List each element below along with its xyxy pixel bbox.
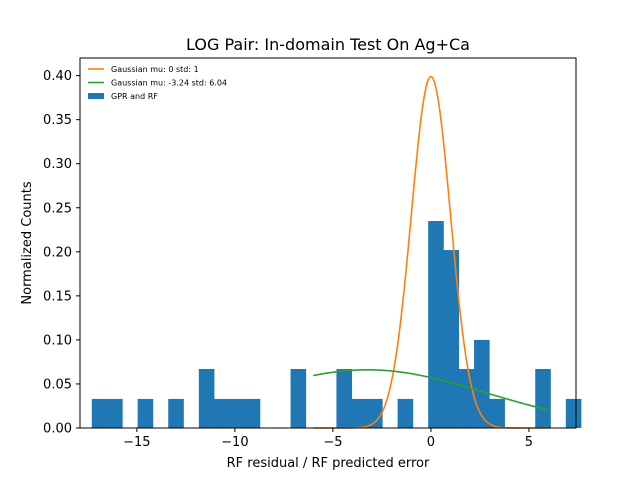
legend-label: GPR and RF: [111, 92, 158, 101]
histogram-bar: [244, 398, 261, 428]
y-tick-label: 0.35: [43, 113, 72, 128]
y-tick-label: 0.00: [43, 422, 72, 437]
y-axis-label: Normalized Counts: [20, 181, 35, 304]
y-axis: 0.00 0.05 0.10 0.15 0.20 0.25 0.30 0.35 0.40: [43, 69, 80, 437]
x-tick-label: 0: [427, 435, 435, 450]
x-axis-label: RF residual / RF predicted error: [227, 456, 430, 471]
histogram-bar: [107, 398, 123, 428]
y-tick-label: 0.05: [43, 377, 72, 392]
y-tick-label: 0.15: [43, 289, 72, 304]
x-axis: −15 −10 −5 0 5: [123, 428, 533, 450]
histogram-bar: [428, 220, 444, 428]
y-tick-label: 0.25: [43, 201, 72, 216]
legend-label: Gaussian mu: 0 std: 1: [111, 65, 199, 74]
chart-title: LOG Pair: In-domain Test On Ag+Ca: [186, 35, 470, 54]
histogram-bar: [214, 398, 230, 428]
histogram-bar: [198, 368, 215, 428]
plot-frame: [79, 57, 577, 429]
histogram-bar: [336, 368, 353, 428]
histogram-bar: [535, 368, 551, 428]
x-tick-label: −15: [123, 435, 150, 450]
x-tick-label: −5: [323, 435, 342, 450]
histogram-bar: [137, 398, 154, 428]
y-tick-label: 0.20: [43, 245, 72, 260]
histogram-bar: [367, 398, 383, 428]
histogram-bar: [351, 398, 368, 428]
x-tick-label: −10: [221, 435, 248, 450]
histogram-bar: [168, 398, 184, 428]
y-tick-label: 0.40: [43, 69, 72, 84]
histogram-bar: [565, 398, 582, 428]
histogram-bar: [458, 368, 475, 428]
histogram-bar: [397, 398, 414, 428]
legend-swatch-patch: [88, 93, 104, 99]
y-tick-label: 0.10: [43, 333, 72, 348]
histogram-bar: [489, 398, 505, 428]
histogram-bar: [290, 368, 307, 428]
y-tick-label: 0.30: [43, 157, 72, 172]
gaussian-line-2: [313, 369, 549, 411]
histogram-bars: [91, 220, 582, 428]
x-tick-label: 5: [525, 435, 533, 450]
histogram-bar: [474, 339, 490, 428]
histogram-bar: [91, 398, 108, 428]
histogram-bar: [229, 398, 245, 428]
legend-label: Gaussian mu: -3.24 std: 6.04: [111, 79, 227, 88]
legend: Gaussian mu: 0 std: 1 Gaussian mu: -3.24 …: [88, 65, 227, 101]
